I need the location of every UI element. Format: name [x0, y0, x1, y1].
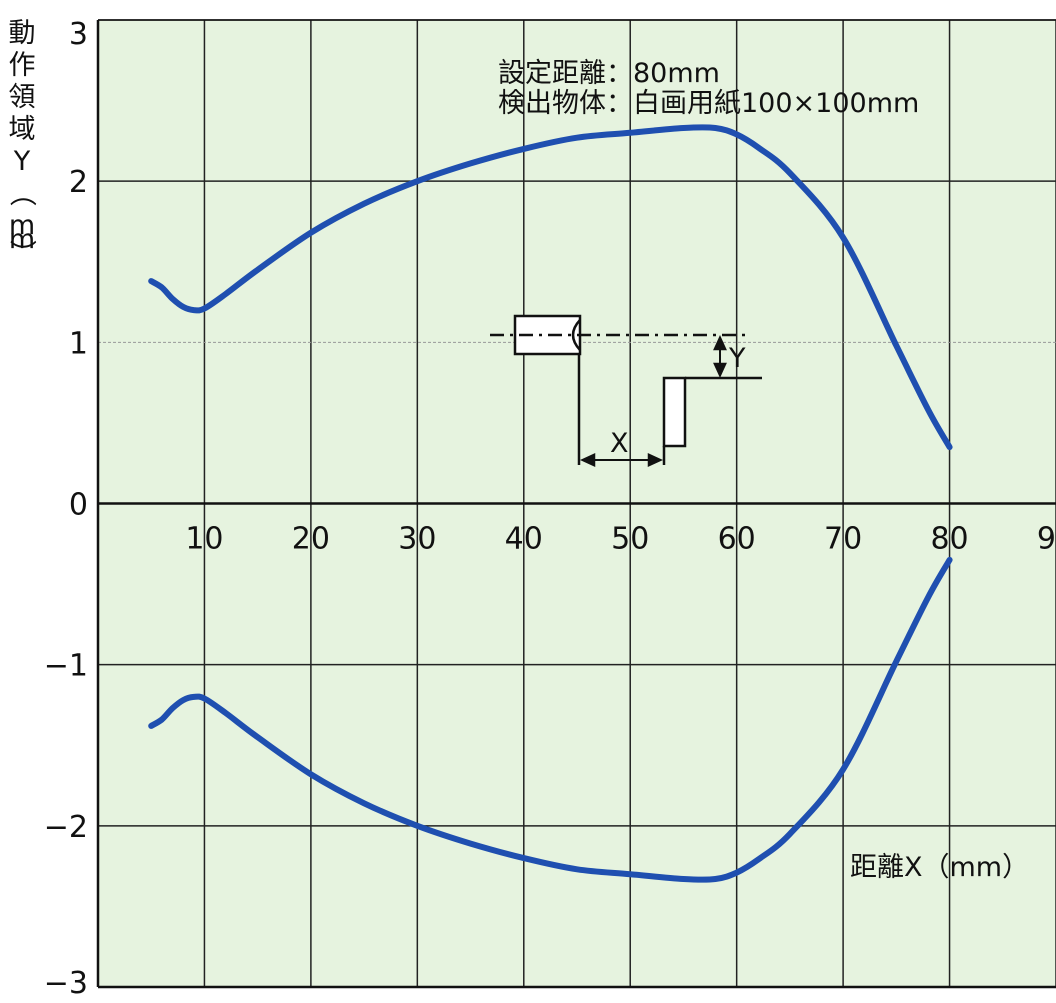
series-group [148, 124, 953, 883]
y-axis-label-char-0: 動 [9, 18, 36, 49]
annotation-detection-object: 検出物体：白画用紙100×100mm [498, 88, 919, 119]
y-axis-label-char-2: 領 [9, 82, 36, 113]
inset-diagram: X Y [490, 314, 762, 467]
x-arrowhead-left [579, 453, 596, 467]
y-axis-label-char-7: m [9, 224, 35, 255]
y-tick-label-4: −1 [44, 649, 88, 684]
annotation-setting-distance: 設定距離：80mm [498, 58, 720, 89]
tick-labels: 1020304050607080903210−1−2−3 [44, 17, 1056, 1001]
target-object [662, 376, 687, 448]
x-tick-label-60: 60 [718, 522, 756, 557]
inset-x-label: X [610, 428, 629, 459]
axes [96, 19, 1056, 989]
x-tick-label-70: 70 [824, 522, 862, 557]
series-line-1 [148, 556, 953, 883]
x-tick-label-10: 10 [185, 522, 223, 557]
y-tick-label-1: 2 [69, 165, 88, 200]
y-axis-label-char-4: Y [13, 146, 31, 177]
x-tick-label-20: 20 [292, 522, 330, 557]
x-tick-label-90: 90 [1037, 522, 1056, 557]
inset-y-label: Y [728, 343, 746, 374]
y-axis-label-char-8: ） [6, 240, 37, 267]
x-tick-label-50: 50 [611, 522, 649, 557]
sensor-lens [571, 319, 581, 351]
x-tick-label-80: 80 [930, 522, 968, 557]
x-axis-label: 距離X（mm） [850, 852, 1029, 883]
x-tick-label-40: 40 [505, 522, 543, 557]
y-tick-label-2: 1 [69, 326, 88, 361]
x-tick-label-30: 30 [398, 522, 436, 557]
y-axis-label-char-1: 作 [9, 50, 36, 81]
y-tick-label-3: 0 [69, 488, 88, 523]
x-arrowhead-right [647, 453, 664, 467]
y-arrowhead-bottom [713, 362, 727, 379]
y-axis-label-char-5: （ [6, 180, 37, 207]
series-line-0 [148, 124, 953, 451]
y-tick-label-5: −2 [44, 810, 88, 845]
y-axis-label-char-6: m [9, 210, 35, 241]
y-tick-label-6: −3 [44, 966, 88, 1001]
y-tick-label-0: 3 [69, 17, 88, 52]
y-arrowhead-top [713, 334, 727, 351]
y-axis-label-char-3: 域 [9, 114, 36, 145]
